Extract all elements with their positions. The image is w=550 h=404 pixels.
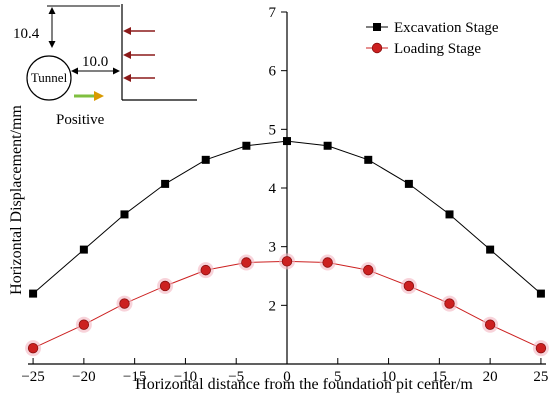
positive-direction-arrow <box>74 91 104 101</box>
x-tick-label: 10 <box>381 369 396 385</box>
x-tick-label: 5 <box>334 369 342 385</box>
legend: Excavation Stage Loading Stage <box>366 20 499 57</box>
data-point <box>535 342 547 354</box>
dimension-horizontal-label: 10.0 <box>82 54 108 70</box>
data-point <box>486 245 495 254</box>
y-tick-label: 4 <box>269 181 277 197</box>
positive-label: Positive <box>56 112 105 128</box>
x-tick-label: −25 <box>21 369 44 385</box>
y-tick-label: 7 <box>269 5 277 21</box>
data-point <box>79 245 88 254</box>
legend-marker-loading <box>371 42 383 54</box>
y-axis-label: Horizontal Displacement/mm <box>8 105 25 295</box>
dimension-vertical-label: 10.4 <box>13 26 40 42</box>
x-tick-label: −15 <box>123 369 146 385</box>
data-point <box>484 319 496 330</box>
data-point <box>445 210 454 219</box>
x-tick-label: 0 <box>283 369 291 385</box>
data-point <box>78 319 90 330</box>
x-axis-ticks: −25 −20 −15 −10 −5 0 5 10 15 20 25 <box>21 358 548 385</box>
y-axis-ticks: 2 3 4 5 6 7 <box>269 5 287 314</box>
y-tick-label: 3 <box>269 240 277 256</box>
y-tick-label: 2 <box>269 298 277 314</box>
data-point <box>403 280 415 292</box>
data-point <box>242 141 251 150</box>
data-point <box>536 289 545 298</box>
data-point <box>323 141 332 150</box>
data-point <box>120 210 129 219</box>
x-tick-label: −5 <box>228 369 244 385</box>
x-tick-label: −20 <box>72 369 95 385</box>
data-point <box>281 256 293 267</box>
x-axis-label: Horizontal distance from the foundation … <box>135 376 473 393</box>
data-point <box>322 257 333 268</box>
data-point <box>363 264 374 276</box>
x-tick-label: 20 <box>483 369 498 385</box>
legend-marker-excavation <box>373 23 381 31</box>
data-point <box>27 342 39 354</box>
series-layer <box>25 137 549 357</box>
data-point <box>444 298 455 309</box>
legend-label-excavation: Excavation Stage <box>394 20 499 36</box>
data-point <box>201 155 210 164</box>
data-point <box>200 264 211 276</box>
data-point <box>241 257 252 268</box>
tunnel-circle <box>26 55 72 101</box>
data-point <box>364 155 373 164</box>
legend-label-loading: Loading Stage <box>394 41 481 57</box>
dimension-vertical <box>48 7 56 48</box>
x-tick-label: 15 <box>432 369 447 385</box>
x-tick-label: −10 <box>174 369 197 385</box>
tunnel-label: Tunnel <box>31 70 68 85</box>
dimension-horizontal <box>71 67 120 75</box>
data-point <box>161 179 170 188</box>
data-point <box>404 179 413 188</box>
y-tick-label: 6 <box>269 64 277 80</box>
tunnel-schematic-inset: 10.4 Tunnel 10.0 Positive <box>13 4 197 128</box>
data-point <box>159 280 171 292</box>
y-tick-label: 5 <box>269 122 277 138</box>
data-point <box>119 298 130 309</box>
data-point <box>283 137 291 146</box>
load-arrows <box>123 27 155 82</box>
data-point <box>29 289 38 298</box>
x-tick-label: 25 <box>533 369 548 385</box>
